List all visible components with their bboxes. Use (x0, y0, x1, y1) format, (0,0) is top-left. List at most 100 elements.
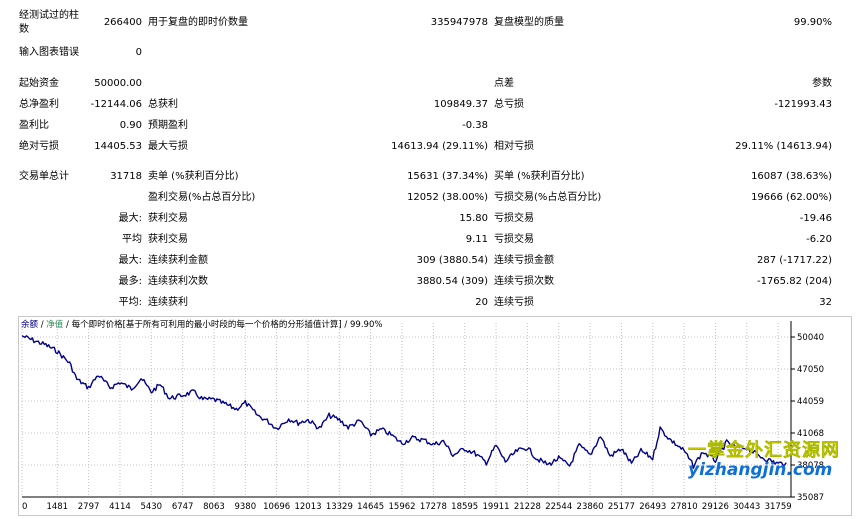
maximal-label: 最多: (118, 276, 142, 287)
gross-loss-value: -121993.43 (774, 99, 832, 110)
absolute-drawdown-label: 绝对亏损 (19, 141, 59, 152)
x-tick-label: 31759 (765, 502, 792, 512)
short-positions-label: 卖单 (%获利百分比) (148, 171, 239, 182)
errors-value: 0 (135, 47, 142, 58)
watermark-logo-text: 一掌金外汇资源网 (688, 440, 840, 461)
x-tick-label: 12013 (294, 502, 321, 512)
average-loss-value: -6.20 (806, 234, 832, 245)
maximum-label: 最大: (118, 255, 142, 266)
x-tick-label: 19911 (483, 502, 510, 512)
ticks-label: 用于复盘的即时价数量 (148, 17, 248, 28)
x-tick-label: 18595 (451, 502, 478, 512)
y-tick-label: 44059 (797, 397, 824, 407)
quality-label: 复盘模型的质量 (494, 17, 564, 28)
x-tick-label: 29126 (702, 502, 729, 512)
x-tick-label: 4114 (109, 502, 131, 512)
y-tick-label: 50040 (797, 333, 824, 343)
x-tick-label: 27810 (671, 502, 698, 512)
average-loss-label: 亏损交易 (494, 234, 534, 245)
x-tick-label: 2797 (78, 502, 100, 512)
profit-trades-value: 12052 (38.00%) (407, 192, 488, 203)
long-positions-label: 买单 (%获利百分比) (494, 171, 585, 182)
expected-payoff-value: -0.38 (462, 120, 488, 131)
x-tick-label: 0 (22, 502, 27, 512)
largest-loss-label: 亏损交易 (494, 213, 534, 224)
max-consec-losses-label: 连续亏损金额 (494, 255, 554, 266)
maximal-consec-loss-value: -1765.82 (204) (756, 276, 832, 287)
relative-drawdown-value: 29.11% (14613.94) (735, 141, 832, 152)
chart-header: 余额 / 净值 / 每个即时价格[基于所有可利用的最小时段的每一个价格的分形插值… (21, 320, 382, 330)
max-consec-wins-value: 309 (3880.54) (416, 255, 488, 266)
legend-balance: 余额 (21, 320, 39, 330)
maximal-drawdown-label: 最大亏损 (148, 141, 188, 152)
legend-sep: / (63, 320, 72, 330)
x-tick-label: 1481 (46, 502, 68, 512)
avg-consec-wins-label: 连续获利 (148, 297, 188, 308)
relative-drawdown-label: 相对亏损 (494, 141, 534, 152)
total-trades-value: 31718 (110, 171, 142, 182)
average-label: 平均 (122, 234, 142, 245)
model-description: 每个即时价格[基于所有可利用的最小时段的每一个价格的分形插值计算] (71, 320, 342, 330)
balance-series-line (21, 335, 787, 469)
x-tick-label: 23860 (577, 502, 604, 512)
x-tick-label: 14645 (357, 502, 384, 512)
x-tick-label: 26493 (639, 502, 666, 512)
watermark-url: yizhangjin.com (688, 460, 833, 480)
ticks-value: 335947978 (430, 17, 488, 28)
maximal-consec-profit-label: 连续获利次数 (148, 276, 208, 287)
avg-consec-wins-value: 20 (475, 297, 488, 308)
initial-deposit-label: 起始资金 (19, 78, 59, 89)
x-tick-label: 22544 (545, 502, 572, 512)
loss-trades-value: 19666 (62.00%) (751, 192, 832, 203)
balance-chart: 0 1481 2797 4114 5430 6747 8063 9380 10696 12013 1… (18, 316, 852, 516)
avg-consec-label: 平均: (118, 297, 142, 308)
x-tick-label: 10696 (263, 502, 290, 512)
max-consec-losses-value: 287 (-1717.22) (756, 255, 832, 266)
y-tick-label: 38078 (797, 461, 824, 471)
y-tick-label: 41068 (797, 429, 824, 439)
average-profit-value: 9.11 (465, 234, 488, 245)
profit-factor-label: 盈利比 (19, 120, 49, 131)
spread-value: 参数 (812, 78, 832, 89)
x-tick-label: 15962 (389, 502, 416, 512)
average-profit-label: 获利交易 (148, 234, 188, 245)
total-trades-label: 交易单总计 (19, 171, 69, 182)
model-quality: 99.90% (350, 320, 383, 330)
largest-profit-value: 15.80 (459, 213, 488, 224)
legend-sep: / (38, 320, 47, 330)
bars-label-cont: 数 (19, 24, 29, 35)
y-tick-label: 35087 (797, 493, 824, 503)
gross-loss-label: 总亏损 (494, 99, 524, 110)
max-consec-wins-label: 连续获利金额 (148, 255, 208, 266)
profit-factor-value: 0.90 (119, 120, 142, 131)
largest-loss-value: -19.46 (799, 213, 832, 224)
quality-value: 99.90% (793, 17, 832, 28)
profit-trades-label: 盈利交易(%占总百分比) (148, 192, 256, 203)
balance-chart-svg: 0 1481 2797 4114 5430 6747 8063 9380 10696 12013 1… (21, 321, 824, 512)
long-positions-value: 16087 (38.63%) (751, 171, 832, 182)
largest-label: 最大: (118, 213, 142, 224)
x-tick-label: 8063 (203, 502, 225, 512)
gross-profit-value: 109849.37 (433, 99, 488, 110)
largest-profit-label: 获利交易 (148, 213, 188, 224)
bars-value: 266400 (103, 17, 142, 28)
x-tick-label: 21228 (514, 502, 541, 512)
x-tick-label: 17278 (420, 502, 447, 512)
spread-label: 点差 (494, 78, 514, 89)
avg-consec-losses-label: 连续亏损 (494, 297, 534, 308)
expected-payoff-label: 预期盈利 (148, 120, 188, 131)
initial-deposit-value: 50000.00 (94, 78, 142, 89)
maximal-consec-profit-value: 3880.54 (309) (416, 276, 488, 287)
bars-label: 经测试过的柱 (19, 10, 79, 21)
errors-label: 输入图表错误 (19, 47, 79, 58)
gross-profit-label: 总获利 (148, 99, 178, 110)
x-tick-label: 25177 (608, 502, 635, 512)
loss-trades-label: 亏损交易(%占总百分比) (494, 192, 602, 203)
legend-equity: 净值 (46, 320, 64, 330)
x-tick-label: 13329 (326, 502, 353, 512)
net-profit-label: 总净盈利 (19, 99, 59, 110)
x-tick-label: 5430 (140, 502, 162, 512)
x-tick-label: 9380 (234, 502, 256, 512)
short-positions-value: 15631 (37.34%) (407, 171, 488, 182)
maximal-drawdown-value: 14613.94 (29.11%) (391, 141, 488, 152)
